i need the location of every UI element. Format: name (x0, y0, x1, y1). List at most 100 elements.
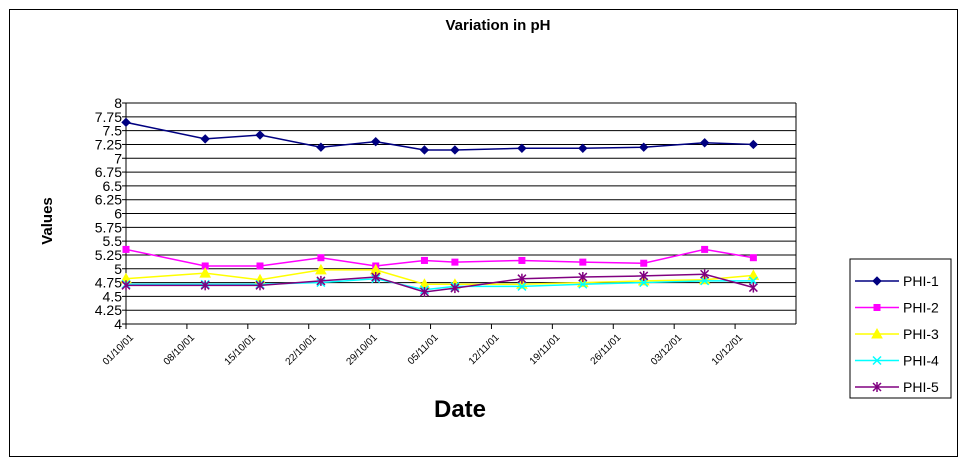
x-marker (748, 276, 758, 286)
x-tick-labels: 01/10/01 08/10/01 15/10/01 22/10/01 29/10/01… (101, 324, 746, 368)
diamond-marker (316, 142, 326, 152)
legend-item: PHI-1 (855, 273, 939, 289)
diamond-marker (872, 276, 882, 286)
diamond-marker (450, 145, 460, 155)
y-tick-label: 6.25 (95, 192, 122, 208)
series-phi-5 (121, 269, 758, 297)
square-marker (640, 259, 648, 267)
triangle-marker (199, 267, 212, 278)
y-tick-label: 4.25 (95, 302, 122, 318)
diamond-marker (200, 134, 210, 144)
y-tick-label: 6.5 (103, 178, 123, 194)
chart-frame (9, 9, 958, 457)
y-tick-label: 7.25 (95, 136, 122, 152)
y-tick-label: 6.75 (95, 164, 122, 180)
chart-title: Variation in pH (445, 17, 550, 34)
x-tick-label: 29/10/01 (344, 332, 380, 368)
series-line (125, 269, 754, 285)
legend-item: PHI-5 (855, 379, 939, 395)
x-tick-label: 01/10/01 (101, 332, 137, 368)
y-axis-label: Values (39, 197, 56, 245)
star-marker (371, 272, 381, 283)
x-tick-label: 10/12/01 (710, 332, 746, 368)
x-marker (872, 355, 882, 366)
square-marker (256, 262, 264, 270)
star-marker (517, 273, 527, 284)
square-marker (579, 258, 587, 266)
legend-label: PHI-1 (903, 273, 939, 289)
x-tick-label: 19/11/01 (528, 332, 563, 367)
diamond-marker (419, 145, 430, 155)
square-marker (451, 258, 459, 266)
y-tick-label: 5 (114, 261, 122, 277)
legend-label: PHI-4 (903, 353, 939, 369)
series-line (125, 248, 754, 267)
square-marker (873, 304, 881, 311)
series-line (126, 277, 754, 291)
star-marker (639, 270, 649, 281)
y-tick-label: 6 (114, 206, 122, 222)
legend-label: PHI-2 (903, 300, 939, 316)
y-tick-label: 7.75 (95, 109, 122, 125)
x-marker-stroke (700, 276, 710, 286)
x-tick-label: 03/12/01 (649, 332, 685, 368)
diamond-marker (639, 142, 649, 152)
square-marker (122, 245, 130, 253)
y-tick-label: 4.75 (95, 275, 122, 291)
triangle-marker (315, 263, 327, 275)
grid-lines (122, 102, 796, 325)
legend-item: PHI-2 (855, 300, 939, 316)
square-marker (518, 256, 526, 264)
x-marker-stroke (578, 279, 588, 289)
x-marker (700, 276, 710, 286)
x-tick-label: 26/11/01 (589, 332, 624, 367)
x-marker (639, 278, 649, 288)
legend-box (849, 258, 952, 399)
series-phi-1 (121, 117, 759, 155)
series-line (126, 273, 754, 293)
x-marker-stroke (748, 276, 758, 286)
square-marker (420, 256, 428, 264)
y-tick-labels: 44.254.54.7555.255.55.7566.256.56.7577.2… (95, 95, 122, 332)
legend-item: PHI-4 (855, 353, 939, 369)
star-marker (255, 280, 265, 291)
series-layer (120, 117, 760, 297)
x-marker-stroke (517, 281, 527, 291)
triangle-marker (871, 327, 883, 339)
x-tick-label: 15/10/01 (223, 332, 259, 368)
series-phi-2 (122, 245, 757, 270)
legend: PHI-1 PHI-2 PHI-3 PHI-4 PHI-5 (849, 258, 952, 399)
diamond-marker (255, 130, 265, 140)
y-tick-label: 5.75 (95, 219, 122, 235)
x-marker-stroke (872, 355, 882, 366)
x-tick-label: 08/10/01 (162, 332, 198, 368)
star-marker (748, 282, 758, 293)
diamond-marker (699, 138, 710, 148)
y-tick-label: 4 (114, 316, 122, 332)
y-tick-label: 5.5 (103, 233, 123, 249)
square-marker (317, 254, 325, 262)
x-tick-label: 22/10/01 (284, 332, 320, 368)
diamond-marker (371, 136, 381, 147)
x-tick-label: 12/11/01 (467, 332, 502, 367)
diamond-marker (517, 143, 527, 154)
star-marker (316, 275, 326, 286)
square-marker (201, 262, 209, 270)
legend-label: PHI-3 (903, 326, 939, 342)
y-tick-label: 8 (114, 95, 122, 111)
y-tick-label: 5.25 (95, 247, 122, 263)
x-marker (578, 279, 588, 289)
triangle-marker (747, 269, 760, 280)
legend-item: PHI-3 (855, 326, 939, 342)
x-tick-label: 05/11/01 (406, 332, 441, 367)
star-marker (450, 283, 460, 294)
x-marker (517, 281, 527, 291)
star-marker (121, 280, 131, 291)
legend-label: PHI-5 (903, 379, 939, 395)
diamond-marker (748, 139, 759, 150)
star-marker (419, 286, 429, 297)
square-marker (701, 245, 709, 253)
y-tick-label: 7.5 (103, 123, 123, 139)
star-marker (578, 272, 588, 283)
